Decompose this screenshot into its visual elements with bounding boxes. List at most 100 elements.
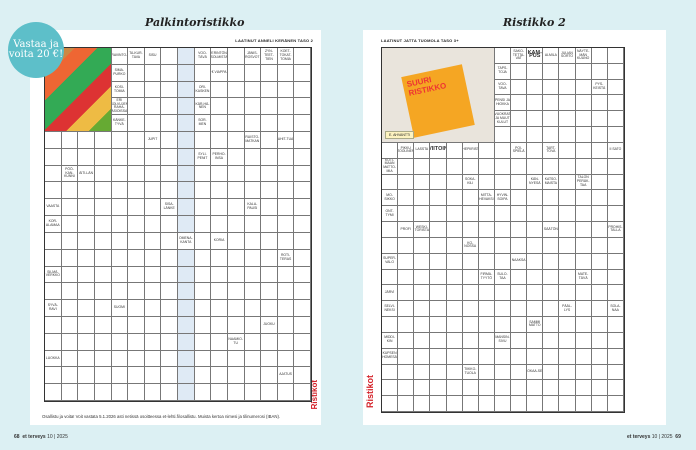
answer-cell[interactable] xyxy=(543,317,560,333)
answer-cell[interactable] xyxy=(294,81,311,99)
answer-cell[interactable] xyxy=(575,111,592,128)
answer-cell[interactable] xyxy=(511,285,528,302)
answer-cell[interactable] xyxy=(111,384,129,401)
answer-cell[interactable] xyxy=(527,190,544,207)
answer-cell[interactable] xyxy=(45,148,62,166)
answer-cell[interactable] xyxy=(543,396,560,412)
answer-cell[interactable] xyxy=(527,237,544,254)
answer-cell[interactable] xyxy=(78,132,95,149)
answer-cell[interactable] xyxy=(430,396,447,412)
answer-cell[interactable] xyxy=(45,384,62,401)
answer-cell[interactable] xyxy=(591,158,608,175)
answer-cell[interactable] xyxy=(61,316,79,334)
answer-cell[interactable] xyxy=(211,350,228,368)
answer-cell[interactable] xyxy=(607,111,624,128)
answer-cell[interactable] xyxy=(511,269,528,286)
answer-cell[interactable] xyxy=(261,384,278,401)
answer-cell[interactable] xyxy=(211,300,228,317)
answer-cell[interactable] xyxy=(227,115,245,133)
answer-cell[interactable] xyxy=(607,348,624,365)
answer-cell[interactable] xyxy=(161,115,178,133)
answer-cell[interactable] xyxy=(178,367,195,385)
answer-cell[interactable] xyxy=(294,48,311,65)
answer-cell[interactable] xyxy=(511,396,528,412)
answer-cell[interactable] xyxy=(382,269,399,286)
answer-cell[interactable] xyxy=(430,253,447,270)
answer-cell[interactable] xyxy=(111,182,129,200)
answer-cell[interactable] xyxy=(128,182,145,200)
answer-cell[interactable] xyxy=(559,317,576,333)
answer-cell[interactable] xyxy=(161,232,178,250)
answer-cell[interactable] xyxy=(559,174,576,191)
answer-cell[interactable] xyxy=(607,237,624,254)
answer-cell[interactable] xyxy=(277,64,295,82)
answer-cell[interactable] xyxy=(211,115,228,133)
answer-cell[interactable] xyxy=(398,158,415,175)
answer-cell[interactable] xyxy=(527,206,544,223)
answer-cell[interactable] xyxy=(398,301,415,318)
answer-cell[interactable] xyxy=(543,127,560,143)
answer-cell[interactable] xyxy=(559,111,576,128)
answer-cell[interactable] xyxy=(446,348,463,365)
answer-cell[interactable] xyxy=(591,380,608,397)
answer-cell[interactable] xyxy=(575,348,592,365)
answer-cell[interactable] xyxy=(607,48,624,64)
answer-cell[interactable] xyxy=(446,285,463,302)
answer-cell[interactable] xyxy=(575,285,592,302)
answer-cell[interactable] xyxy=(144,333,162,351)
answer-cell[interactable] xyxy=(446,142,463,159)
answer-cell[interactable] xyxy=(144,165,162,183)
answer-cell[interactable] xyxy=(144,148,162,166)
answer-cell[interactable] xyxy=(294,182,311,200)
answer-cell[interactable] xyxy=(61,199,79,217)
answer-cell[interactable] xyxy=(178,249,195,267)
answer-cell[interactable] xyxy=(161,350,178,368)
answer-cell[interactable] xyxy=(244,98,262,116)
answer-cell[interactable] xyxy=(511,301,528,318)
answer-cell[interactable] xyxy=(591,332,608,349)
answer-cell[interactable] xyxy=(277,165,295,183)
answer-cell[interactable] xyxy=(294,115,311,133)
answer-cell[interactable] xyxy=(559,364,576,381)
answer-cell[interactable] xyxy=(398,317,415,333)
answer-cell[interactable] xyxy=(607,206,624,223)
answer-cell[interactable] xyxy=(194,216,212,233)
answer-cell[interactable] xyxy=(527,285,544,302)
answer-cell[interactable] xyxy=(511,95,528,112)
answer-cell[interactable] xyxy=(211,249,228,267)
answer-cell[interactable] xyxy=(398,332,415,349)
answer-cell[interactable] xyxy=(575,222,592,238)
answer-cell[interactable] xyxy=(111,266,129,284)
answer-cell[interactable] xyxy=(446,332,463,349)
answer-cell[interactable] xyxy=(244,148,262,166)
answer-cell[interactable] xyxy=(591,253,608,270)
answer-cell[interactable] xyxy=(161,182,178,200)
answer-cell[interactable] xyxy=(575,396,592,412)
answer-cell[interactable] xyxy=(414,301,431,318)
answer-cell[interactable] xyxy=(511,222,528,238)
answer-cell[interactable] xyxy=(128,81,145,99)
answer-cell[interactable] xyxy=(128,216,145,233)
answer-cell[interactable] xyxy=(462,190,479,207)
answer-cell[interactable] xyxy=(494,380,512,397)
answer-cell[interactable] xyxy=(128,316,145,334)
answer-cell[interactable] xyxy=(430,158,447,175)
answer-cell[interactable] xyxy=(194,300,212,317)
answer-cell[interactable] xyxy=(61,132,79,149)
answer-cell[interactable] xyxy=(446,317,463,333)
answer-cell[interactable] xyxy=(478,332,495,349)
answer-cell[interactable] xyxy=(78,249,95,267)
answer-cell[interactable] xyxy=(607,79,624,96)
answer-cell[interactable] xyxy=(294,350,311,368)
answer-cell[interactable] xyxy=(111,283,129,301)
answer-cell[interactable] xyxy=(543,380,560,397)
answer-cell[interactable] xyxy=(144,115,162,133)
answer-cell[interactable] xyxy=(244,182,262,200)
answer-cell[interactable] xyxy=(144,316,162,334)
answer-cell[interactable] xyxy=(78,232,95,250)
answer-cell[interactable] xyxy=(45,165,62,183)
answer-cell[interactable] xyxy=(607,380,624,397)
answer-cell[interactable] xyxy=(128,333,145,351)
answer-cell[interactable] xyxy=(144,384,162,401)
answer-cell[interactable] xyxy=(227,165,245,183)
